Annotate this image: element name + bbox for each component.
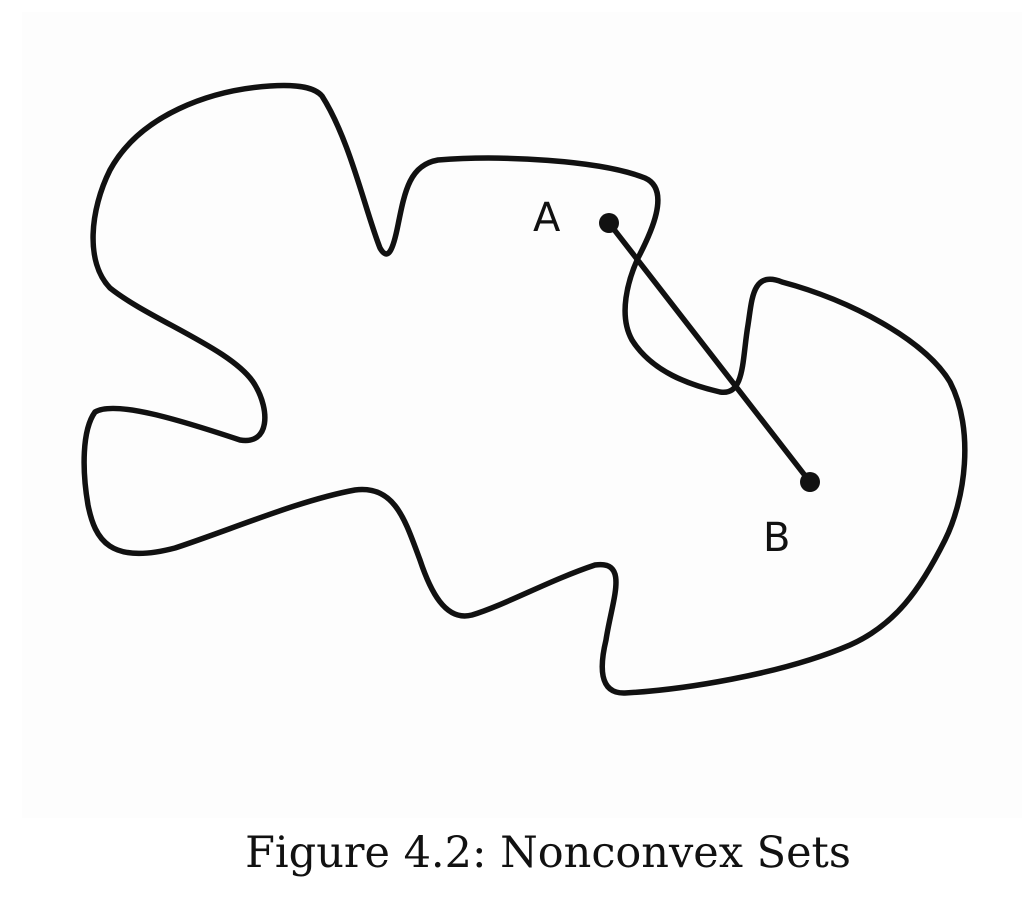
point-b-label: B xyxy=(763,515,790,561)
point-a-label: A xyxy=(533,195,561,241)
nonconvex-set-boundary xyxy=(81,82,968,696)
figure-caption: Figure 4.2: Nonconvex Sets xyxy=(245,828,851,878)
point-a-marker xyxy=(599,213,619,233)
segment-a-b xyxy=(606,220,813,485)
point-b-marker xyxy=(800,472,820,492)
figure-area xyxy=(22,12,1022,818)
